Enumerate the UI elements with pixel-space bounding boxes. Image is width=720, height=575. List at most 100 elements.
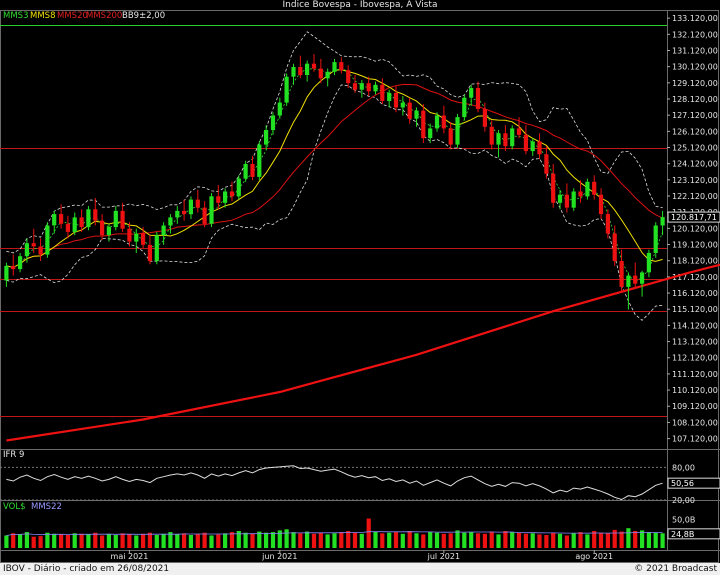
candle-body [223, 191, 228, 203]
bollinger-upper [6, 31, 663, 254]
volume-bar [359, 533, 364, 548]
candle-body [619, 261, 624, 287]
candle-body [106, 227, 111, 236]
y-tick-label: 113.120,00 [672, 338, 718, 347]
last-price-label: 120.817,71 [671, 213, 717, 222]
volume-bar [400, 533, 405, 548]
legend-mms8: MMS8 [30, 11, 56, 21]
candle-body [510, 128, 515, 147]
volume-bar [168, 532, 173, 548]
candle-body [318, 68, 323, 79]
candle-body [332, 62, 337, 72]
candle-body [626, 275, 631, 287]
volume-bar [291, 532, 296, 548]
candle-body [407, 102, 412, 119]
volume-bar [134, 535, 139, 548]
volume-bar [209, 535, 214, 548]
candle-body [291, 67, 296, 77]
candle-body [530, 141, 535, 152]
volume-bar [592, 531, 597, 548]
candle-body [653, 225, 658, 253]
candle-body [257, 144, 262, 177]
volume-bar [120, 533, 125, 548]
y-tick-label: 118.120,00 [672, 257, 718, 266]
volume-bar [141, 533, 146, 548]
y-tick-label: 133.120,00 [672, 14, 718, 23]
volume-bar [65, 535, 70, 548]
volume-bar [551, 532, 556, 548]
volume-bar [557, 533, 563, 548]
volume-bar [38, 536, 43, 548]
volume-bar [332, 533, 337, 548]
ifr-title: IFR 9 [3, 450, 25, 460]
ifr-tick-label: 20,00 [672, 496, 695, 505]
volume-bar [127, 534, 132, 548]
candle-body [441, 115, 446, 129]
volume-bar [605, 533, 610, 548]
mms200-line [6, 263, 720, 442]
volume-bar [216, 534, 221, 548]
candle-body [380, 84, 385, 101]
volume-bar [284, 529, 289, 548]
chart-title: Índice Bovespa - Ibovespa, A Vista [282, 0, 438, 10]
volume-bar [530, 533, 535, 548]
candle-body [325, 71, 330, 79]
y-tick-label: 112.120,00 [672, 354, 718, 363]
volume-bar [270, 532, 276, 548]
candle-body [195, 199, 200, 208]
volume-bar [195, 533, 200, 548]
volume-bar [106, 533, 111, 548]
candle-body [127, 228, 132, 242]
volume-bar [448, 533, 453, 548]
candle-body [52, 214, 57, 226]
candle-body [86, 209, 91, 228]
vol-title: VOL$ [3, 502, 26, 512]
candle-body [65, 223, 70, 232]
volume-bar [339, 532, 344, 548]
last-price-box [667, 211, 720, 223]
volume-bar [325, 534, 330, 548]
candle-body [434, 115, 440, 129]
candle-body [612, 233, 617, 261]
mms20-line [6, 83, 663, 269]
volume-bar [380, 533, 385, 548]
volume-bar [441, 533, 446, 548]
legend-mms3: MMS3 [3, 11, 29, 21]
candle-body [18, 256, 23, 270]
candle-body [113, 210, 118, 228]
volume-mms22-line [6, 531, 663, 536]
volume-bar [79, 533, 84, 548]
volume-bar [52, 533, 57, 548]
volume-bar [31, 536, 36, 548]
candle-body [373, 84, 378, 92]
legend-bb: BB9±2,00 [122, 11, 166, 21]
volume-bar [264, 532, 269, 548]
volume-bar [188, 535, 193, 548]
candle-body [551, 173, 556, 203]
candle-body [93, 209, 98, 221]
ifr-tick-label: 80,00 [672, 463, 695, 472]
candle-body [496, 133, 501, 145]
volume-bar [455, 530, 460, 548]
volume-bar [100, 535, 105, 548]
candle-body [243, 164, 248, 179]
volume-bar [510, 532, 515, 548]
volume-bar [346, 531, 351, 548]
volume-bar [660, 533, 665, 548]
volume-bar [366, 518, 371, 548]
volume-bar [352, 532, 358, 548]
y-tick-label: 123.120,00 [672, 176, 718, 185]
y-tick-label: 127.120,00 [672, 111, 718, 120]
candle-body [359, 83, 364, 90]
candle-body [564, 194, 569, 208]
candle-body [264, 130, 269, 145]
candle-body [236, 178, 241, 197]
candle-body [311, 63, 317, 69]
y-tick-label: 117.120,00 [672, 273, 718, 282]
volume-bar [223, 533, 228, 548]
y-tick-label: 130.120,00 [672, 63, 718, 72]
volume-bar [161, 533, 166, 548]
volume-bar [571, 533, 576, 548]
volume-bar [414, 533, 419, 548]
